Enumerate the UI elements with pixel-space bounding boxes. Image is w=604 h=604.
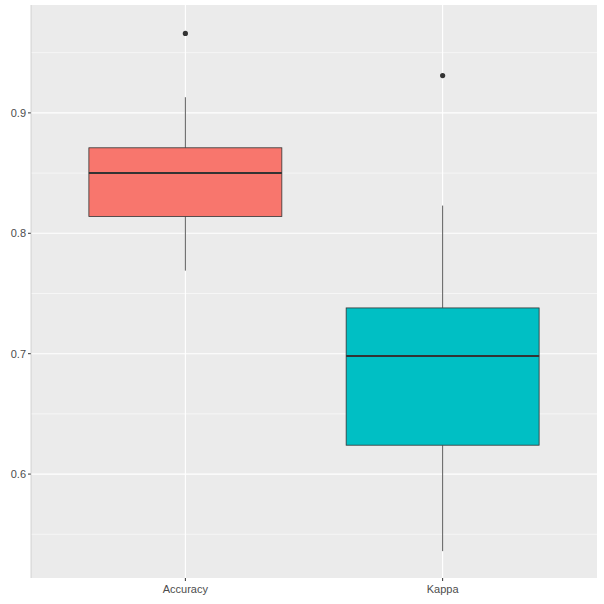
median-line xyxy=(89,172,282,174)
minor-grid-line xyxy=(31,52,597,53)
grid-line xyxy=(31,233,597,234)
grid-line xyxy=(185,5,186,578)
box xyxy=(89,148,282,217)
minor-grid-line xyxy=(31,173,597,174)
plot-area xyxy=(89,31,539,551)
upper-whisker xyxy=(442,206,443,308)
grid-line xyxy=(31,112,597,113)
lower-whisker xyxy=(185,216,186,270)
tick-mark xyxy=(28,474,31,475)
tick-mark xyxy=(28,233,31,234)
outlier xyxy=(440,73,445,78)
tick-label: 0.9 xyxy=(11,107,26,119)
tick-mark xyxy=(185,578,186,581)
chart: 0.6 0.7 0.8 0.9 Accuracy Kappa xyxy=(0,0,604,604)
y-axis-line xyxy=(31,5,32,578)
minor-grid-line xyxy=(31,293,597,294)
tick-label: Kappa xyxy=(427,583,460,595)
minor-grid-line xyxy=(31,534,597,535)
tick-label: 0.8 xyxy=(11,227,26,239)
tick-label: 0.7 xyxy=(11,348,26,360)
panel-background xyxy=(31,5,597,578)
chart-container: 0.6 0.7 0.8 0.9 Accuracy Kappa xyxy=(0,0,604,604)
tick-label: Accuracy xyxy=(163,583,209,595)
grid-line xyxy=(442,5,443,578)
upper-whisker xyxy=(185,97,186,148)
grid-line xyxy=(31,474,597,475)
lower-whisker xyxy=(442,445,443,551)
tick-mark xyxy=(28,112,31,113)
tick-label: 0.6 xyxy=(11,468,26,480)
tick-mark xyxy=(442,578,443,581)
tick-mark xyxy=(28,353,31,354)
outlier xyxy=(183,31,188,36)
median-line xyxy=(346,355,539,357)
box xyxy=(346,308,539,445)
